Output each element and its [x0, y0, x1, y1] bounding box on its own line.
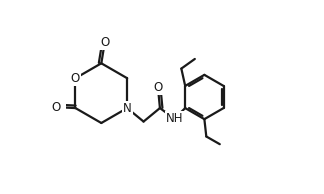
Text: N: N: [123, 102, 132, 115]
Text: O: O: [153, 81, 163, 94]
Text: NH: NH: [166, 112, 183, 125]
Text: O: O: [100, 36, 110, 49]
Text: O: O: [71, 72, 80, 85]
Text: O: O: [52, 101, 61, 114]
